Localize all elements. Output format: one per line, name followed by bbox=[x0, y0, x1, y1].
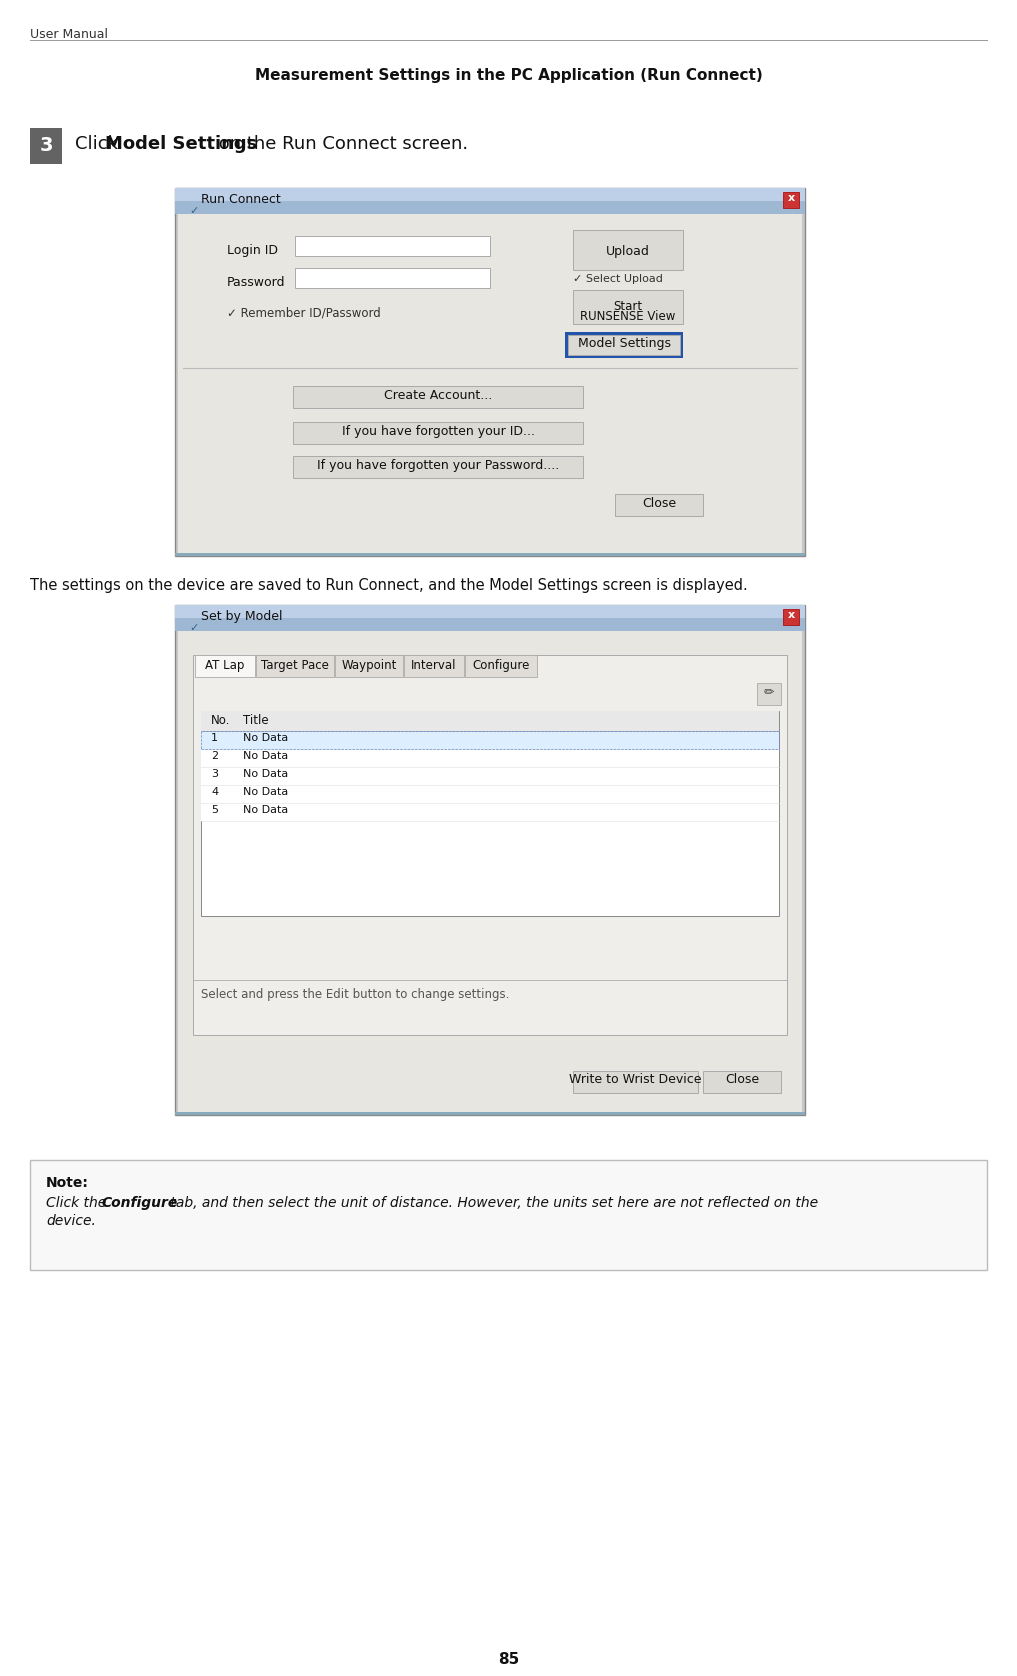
Bar bbox=[178, 215, 802, 553]
Text: tab, and then select the unit of distance. However, the units set here are not r: tab, and then select the unit of distanc… bbox=[166, 1197, 818, 1210]
Bar bbox=[256, 655, 334, 677]
Text: Note:: Note: bbox=[46, 1177, 88, 1190]
Text: Create Account...: Create Account... bbox=[383, 389, 492, 402]
Bar bbox=[175, 1111, 805, 1115]
Bar bbox=[175, 605, 805, 1115]
Text: ✓: ✓ bbox=[189, 623, 198, 634]
Bar bbox=[335, 655, 403, 677]
Text: Measurement Settings in the PC Application (Run Connect): Measurement Settings in the PC Applicati… bbox=[254, 69, 763, 84]
Text: Close: Close bbox=[642, 498, 676, 510]
Bar bbox=[201, 711, 779, 731]
Text: Upload: Upload bbox=[606, 245, 650, 258]
Bar bbox=[703, 1071, 781, 1093]
Bar bbox=[29, 127, 62, 164]
Text: Model Settings: Model Settings bbox=[105, 136, 257, 153]
Bar bbox=[757, 684, 781, 706]
Text: on the Run Connect screen.: on the Run Connect screen. bbox=[213, 136, 468, 153]
Text: Click: Click bbox=[75, 136, 124, 153]
Text: Select and press the Edit button to change settings.: Select and press the Edit button to chan… bbox=[201, 987, 510, 1001]
Text: Login ID: Login ID bbox=[227, 245, 278, 256]
Text: 3: 3 bbox=[211, 769, 218, 779]
Text: No Data: No Data bbox=[243, 788, 288, 798]
Text: ✓ Select Upload: ✓ Select Upload bbox=[573, 273, 663, 283]
Text: Configure: Configure bbox=[101, 1197, 177, 1210]
Bar bbox=[573, 290, 683, 323]
Text: device.: device. bbox=[46, 1213, 96, 1229]
Text: Set by Model: Set by Model bbox=[201, 610, 283, 623]
Bar bbox=[201, 731, 779, 749]
Bar bbox=[201, 768, 779, 784]
Bar bbox=[175, 553, 805, 556]
Bar bbox=[293, 422, 583, 444]
Text: 85: 85 bbox=[498, 1653, 519, 1668]
Text: Password: Password bbox=[227, 277, 286, 288]
Bar bbox=[175, 188, 805, 556]
Text: Waypoint: Waypoint bbox=[342, 659, 397, 672]
Text: x: x bbox=[787, 610, 794, 620]
Text: Model Settings: Model Settings bbox=[578, 337, 670, 350]
Text: Write to Wrist Device: Write to Wrist Device bbox=[569, 1073, 702, 1086]
Text: The settings on the device are saved to Run Connect, and the Model Settings scre: The settings on the device are saved to … bbox=[29, 578, 747, 593]
Bar bbox=[565, 332, 683, 359]
Bar bbox=[201, 731, 779, 749]
Text: No Data: No Data bbox=[243, 769, 288, 779]
Text: Click the: Click the bbox=[46, 1197, 111, 1210]
Text: User Manual: User Manual bbox=[29, 28, 108, 40]
Text: AT Lap: AT Lap bbox=[205, 659, 245, 672]
Text: No.: No. bbox=[211, 714, 231, 727]
Text: 2: 2 bbox=[211, 751, 218, 761]
Bar bbox=[569, 335, 680, 355]
Text: ✏: ✏ bbox=[764, 685, 774, 699]
Text: ✓: ✓ bbox=[189, 206, 198, 216]
Bar bbox=[573, 230, 683, 270]
Bar bbox=[573, 1071, 698, 1093]
Text: Configure: Configure bbox=[472, 659, 530, 672]
Text: No Data: No Data bbox=[243, 732, 288, 742]
Bar bbox=[783, 193, 799, 208]
Bar bbox=[295, 236, 490, 256]
Text: Interval: Interval bbox=[411, 659, 457, 672]
Text: Close: Close bbox=[725, 1073, 759, 1086]
Bar bbox=[178, 630, 802, 1111]
Text: 5: 5 bbox=[211, 804, 218, 815]
Text: No Data: No Data bbox=[243, 751, 288, 761]
Bar bbox=[404, 655, 464, 677]
Text: 3: 3 bbox=[40, 136, 53, 154]
Text: 1: 1 bbox=[211, 732, 218, 742]
Bar bbox=[465, 655, 537, 677]
Bar bbox=[201, 749, 779, 768]
Text: RUNSENSE View: RUNSENSE View bbox=[581, 310, 675, 323]
Text: Start: Start bbox=[613, 300, 643, 313]
Text: No Data: No Data bbox=[243, 804, 288, 815]
Bar bbox=[201, 803, 779, 821]
Bar bbox=[201, 711, 779, 917]
Bar bbox=[193, 655, 787, 1036]
Bar bbox=[175, 188, 805, 215]
Text: Title: Title bbox=[243, 714, 268, 727]
Text: 4: 4 bbox=[211, 788, 218, 798]
Text: Run Connect: Run Connect bbox=[201, 193, 281, 206]
Text: Target Pace: Target Pace bbox=[261, 659, 328, 672]
Bar bbox=[175, 605, 805, 630]
Bar bbox=[29, 1160, 988, 1270]
Bar bbox=[293, 456, 583, 478]
Text: If you have forgotten your Password....: If you have forgotten your Password.... bbox=[317, 459, 559, 473]
Bar bbox=[295, 268, 490, 288]
Bar bbox=[783, 608, 799, 625]
Bar bbox=[201, 784, 779, 803]
Bar bbox=[175, 605, 805, 618]
Bar bbox=[615, 494, 703, 516]
Bar bbox=[195, 655, 255, 677]
Bar bbox=[175, 188, 805, 201]
Bar bbox=[293, 385, 583, 407]
Bar bbox=[201, 731, 779, 749]
Text: ✓ Remember ID/Password: ✓ Remember ID/Password bbox=[227, 307, 380, 318]
Text: x: x bbox=[787, 193, 794, 203]
Text: If you have forgotten your ID...: If you have forgotten your ID... bbox=[342, 426, 535, 437]
